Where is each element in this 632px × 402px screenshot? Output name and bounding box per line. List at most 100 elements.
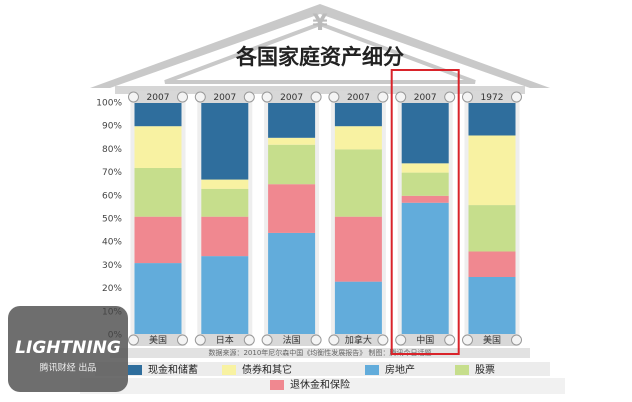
knob — [444, 334, 456, 346]
knob — [395, 91, 407, 103]
legend-label: 现金和储蓄 — [148, 363, 198, 376]
year-label: 2007 — [414, 93, 437, 103]
capsule — [395, 91, 455, 103]
bar-segment — [401, 163, 449, 173]
y-tick-label: 10% — [102, 307, 122, 317]
knob — [177, 91, 188, 103]
knob — [462, 334, 473, 346]
bar-segment — [468, 251, 516, 277]
knob — [310, 91, 322, 103]
knob — [243, 334, 255, 346]
bar-segment — [134, 167, 182, 217]
bar-segment — [268, 144, 316, 185]
knob — [261, 91, 273, 103]
y-tick-label: 20% — [102, 284, 122, 294]
bar-segment — [334, 103, 382, 127]
bar-segment — [468, 277, 516, 335]
knob — [261, 334, 273, 346]
watermark-bg — [8, 306, 128, 392]
knob — [310, 334, 322, 346]
bar-segment — [334, 281, 382, 335]
knob — [462, 91, 473, 103]
steps — [80, 348, 565, 394]
x-tick-label: 美国 — [483, 334, 501, 346]
legend-swatch — [270, 380, 284, 390]
bar-segment — [334, 149, 382, 217]
legend-label: 债券和其它 — [242, 363, 292, 376]
y-tick-label: 100% — [96, 99, 122, 109]
knob — [395, 334, 407, 346]
knob — [511, 334, 522, 346]
bar-segment — [201, 216, 249, 257]
step — [95, 362, 550, 376]
knob — [243, 91, 255, 103]
knob — [377, 91, 389, 103]
bar-segment — [134, 216, 182, 264]
capsule — [195, 334, 255, 346]
knob — [328, 334, 340, 346]
bar-segment — [201, 100, 249, 180]
year-label: 2007 — [347, 93, 370, 103]
year-label: 2007 — [147, 93, 170, 103]
year-label: 2007 — [280, 93, 303, 103]
capsule — [262, 334, 322, 346]
bar-segment — [134, 103, 182, 127]
bar-segment — [268, 184, 316, 233]
y-tick-label: 40% — [102, 238, 122, 248]
capsule — [395, 334, 455, 346]
y-tick-label: 80% — [102, 145, 122, 155]
y-tick-label: 90% — [102, 122, 122, 132]
knob — [377, 334, 389, 346]
capsule — [328, 334, 388, 346]
knob — [194, 91, 206, 103]
knob — [444, 91, 456, 103]
bar-segment — [401, 172, 449, 196]
beam — [115, 86, 525, 94]
year-label: 1972 — [481, 93, 504, 103]
step — [80, 378, 565, 394]
x-tick-label: 日本 — [216, 334, 234, 346]
year-label: 2007 — [213, 93, 236, 103]
bar-segment — [268, 103, 316, 138]
bar-segment — [468, 205, 516, 252]
x-tick-label: 法国 — [283, 334, 301, 346]
bar-segment — [401, 103, 449, 164]
bar-segment — [334, 126, 382, 150]
bar-segment — [201, 188, 249, 217]
y-tick-label: 70% — [102, 168, 122, 178]
capsule — [328, 91, 388, 103]
bar-segment — [201, 179, 249, 189]
legend-label: 房地产 — [385, 363, 415, 376]
knob — [128, 91, 139, 103]
knob — [511, 91, 522, 103]
legend-swatch — [222, 365, 236, 375]
capsule — [462, 334, 522, 346]
step — [110, 348, 530, 358]
bar-segment — [134, 126, 182, 168]
bar-segment — [401, 195, 449, 203]
source: 数据来源：2010年尼尔森中国《均衡性发展报告》 制图：腾讯今日话题 — [208, 348, 431, 357]
chart-title: 各国家庭资产细分 — [235, 45, 404, 69]
y-tick-label: 50% — [102, 215, 122, 225]
knob — [128, 334, 139, 346]
bar-segment — [334, 216, 382, 282]
y-tick-label: 0% — [108, 331, 123, 341]
bar-segment — [134, 263, 182, 335]
knob — [328, 91, 340, 103]
knob — [177, 334, 188, 346]
capsule — [195, 91, 255, 103]
bar-segment — [201, 256, 249, 335]
legend-swatch — [455, 365, 469, 375]
highlight-box — [390, 69, 460, 355]
bar-segment — [401, 202, 449, 335]
roof-inner — [164, 21, 476, 84]
bar-segment — [468, 135, 516, 206]
capsule — [462, 91, 522, 103]
legend-label: 股票 — [475, 364, 495, 376]
legend-swatch — [365, 365, 379, 375]
x-tick-label: 美国 — [149, 334, 167, 346]
watermark: LIGHTNING 腾讯财经 出品 — [8, 306, 128, 392]
bar-segment — [268, 232, 316, 335]
y-tick-label: 30% — [102, 261, 122, 271]
